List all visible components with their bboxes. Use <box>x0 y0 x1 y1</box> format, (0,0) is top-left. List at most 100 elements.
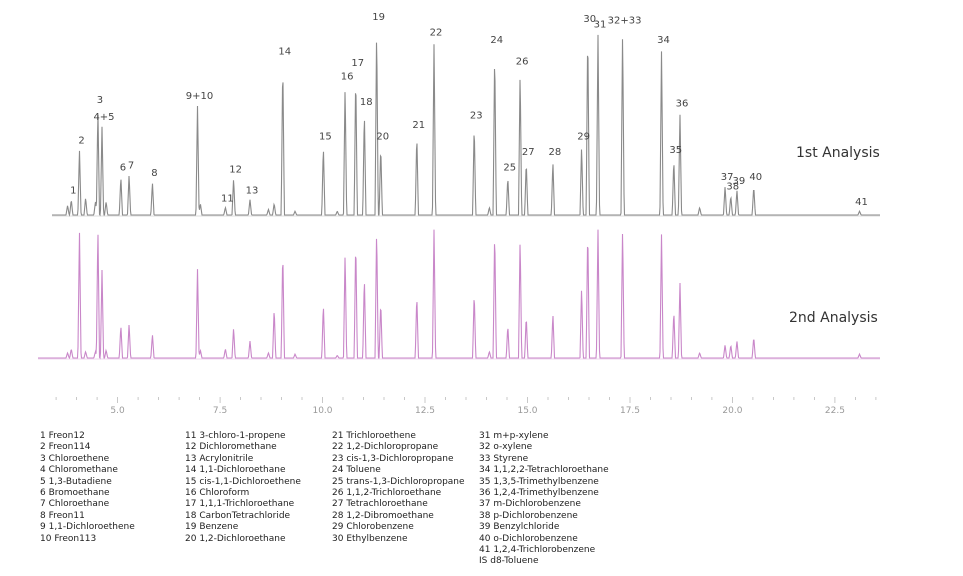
peak-label: 6 <box>120 162 126 173</box>
legend-item: 2 Freon114 <box>40 442 91 453</box>
legend-column-3: 21 Trichloroethene 22 1,2-Dichloropropan… <box>332 431 465 545</box>
peak-label: 17 <box>351 58 364 69</box>
peak-label: 29 <box>577 132 590 143</box>
legend-item: 3 Chloroethene <box>40 453 110 464</box>
peak-label: 27 <box>522 147 535 158</box>
peak-label: 34 <box>657 35 670 46</box>
legend-item: 24 Toluene <box>332 465 381 476</box>
x-axis: 5.0 7.5 10.0 12.5 15.0 17.5 20.0 22.5 <box>55 397 877 416</box>
x-tick-label: 10.0 <box>312 406 332 416</box>
x-tick-label: 5.0 <box>110 406 125 416</box>
peak-label: 14 <box>278 47 291 58</box>
legend-item: 39 Benzylchloride <box>479 522 560 533</box>
x-tick-label: 7.5 <box>213 406 227 416</box>
peak-label: 36 <box>676 99 689 110</box>
legend-item: 1 Freon12 <box>40 431 85 441</box>
peak-label: 1 <box>70 186 76 197</box>
peak-label: 41 <box>855 197 868 208</box>
analysis-label-2nd: 2nd Analysis <box>789 310 878 326</box>
peak-label: 32+33 <box>608 16 642 27</box>
legend-item: 28 1,2-Dibromoethane <box>332 510 434 521</box>
legend-item: 23 cis-1,3-Dichloropropane <box>332 453 454 464</box>
legend-item: 33 Styrene <box>479 453 529 464</box>
legend-item: 15 cis-1,1-Dichloroethene <box>185 476 301 487</box>
legend-item: 30 Ethylbenzene <box>332 533 408 544</box>
peak-label: 15 <box>319 132 332 143</box>
peak-label: 11 <box>221 193 234 204</box>
peak-label: 28 <box>549 147 562 158</box>
legend-item: 40 o-Dichlorobenzene <box>479 533 578 544</box>
peak-label: 40 <box>749 172 762 183</box>
peak-label: 3 <box>97 95 103 106</box>
legend-item: 16 Chloroform <box>185 488 250 499</box>
peak-label: 31 <box>594 20 607 31</box>
peak-label: 37 <box>721 172 734 183</box>
legend-item: 32 o-xylene <box>479 442 533 453</box>
legend-item: 11 3-chloro-1-propene <box>185 431 286 441</box>
peak-label: 20 <box>376 132 389 143</box>
peak-label: 12 <box>229 164 242 175</box>
peak-label: 30 <box>583 14 596 25</box>
x-tick-label: 22.5 <box>825 406 845 416</box>
legend-item: 18 CarbonTetrachloride <box>185 510 291 521</box>
peak-label: 25 <box>503 162 516 173</box>
legend-item: 36 1,2,4-Trimethylbenzene <box>479 488 599 499</box>
peak-label: 7 <box>128 161 134 172</box>
legend-item: 34 1,1,2,2-Tetrachloroethane <box>479 465 609 476</box>
legend-item: 19 Benzene <box>185 522 239 533</box>
legend-item: 26 1,1,2-Trichloroethane <box>332 488 442 499</box>
legend-item: 27 Tetrachloroethane <box>332 499 428 510</box>
legend-item: IS d8-Toluene <box>479 556 539 567</box>
peak-label: 22 <box>430 27 443 38</box>
legend-item: 20 1,2-Dichloroethane <box>185 533 286 544</box>
legend-column-4: 31 m+p-xylene 32 o-xylene 33 Styrene 34 … <box>479 431 609 568</box>
legend-item: 17 1,1,1-Trichloroethane <box>185 499 295 510</box>
legend-item: 12 Dichloromethane <box>185 442 277 453</box>
legend-column-2: 11 3-chloro-1-propene 12 Dichloromethane… <box>185 431 301 545</box>
legend-item: 6 Bromoethane <box>40 488 110 499</box>
peak-label: 9+10 <box>186 91 213 102</box>
legend-column-1: 1 Freon12 2 Freon114 3 Chloroethene 4 Ch… <box>40 431 135 545</box>
legend-item: 38 p-Dichlorobenzene <box>479 510 578 521</box>
legend-item: 22 1,2-Dichloropropane <box>332 442 439 453</box>
peak-label: 24 <box>490 35 503 46</box>
chart-background <box>0 0 963 425</box>
peak-label: 18 <box>360 97 373 108</box>
legend-item: 37 m-Dichlorobenzene <box>479 499 581 510</box>
analysis-label-1st: 1st Analysis <box>796 145 880 161</box>
legend-item: 13 Acrylonitrile <box>185 453 254 464</box>
x-tick-label: 20.0 <box>722 406 742 416</box>
peak-label: 4+5 <box>93 112 114 123</box>
legend-item: 29 Chlorobenzene <box>332 522 414 533</box>
x-tick-label: 15.0 <box>517 406 537 416</box>
peak-label: 38 <box>726 182 739 193</box>
peak-label: 21 <box>412 120 425 131</box>
legend-item: 14 1,1-Dichloroethane <box>185 465 286 476</box>
peak-label: 19 <box>372 12 385 23</box>
legend-item: 31 m+p-xylene <box>479 431 549 441</box>
peak-label: 8 <box>151 168 157 179</box>
peak-label: 23 <box>470 110 483 121</box>
peak-label: 26 <box>516 56 529 67</box>
x-tick-label: 17.5 <box>620 406 640 416</box>
peak-label: 2 <box>78 135 84 146</box>
legend-item: 35 1,3,5-Trimethylbenzene <box>479 476 599 487</box>
peak-label: 16 <box>341 72 354 83</box>
legend-item: 4 Chloromethane <box>40 465 118 476</box>
x-tick-label: 12.5 <box>415 406 435 416</box>
legend-item: 25 trans-1,3-Dichloropropane <box>332 476 465 487</box>
legend-item: 21 Trichloroethene <box>332 431 416 441</box>
peak-label: 35 <box>669 145 682 156</box>
legend-item: 8 Freon11 <box>40 510 85 521</box>
legend-item: 5 1,3-Butadiene <box>40 476 112 487</box>
legend-item: 7 Chloroethane <box>40 499 110 510</box>
legend-item: 41 1,2,4-Trichlorobenzene <box>479 545 596 556</box>
peak-label: 39 <box>733 176 746 187</box>
trace-1st-analysis <box>52 34 880 217</box>
legend-item: 9 1,1-Dichloroethene <box>40 522 135 533</box>
peak-label: 13 <box>246 186 259 197</box>
legend-item: 10 Freon113 <box>40 533 97 544</box>
trace-2nd-analysis <box>38 229 880 360</box>
